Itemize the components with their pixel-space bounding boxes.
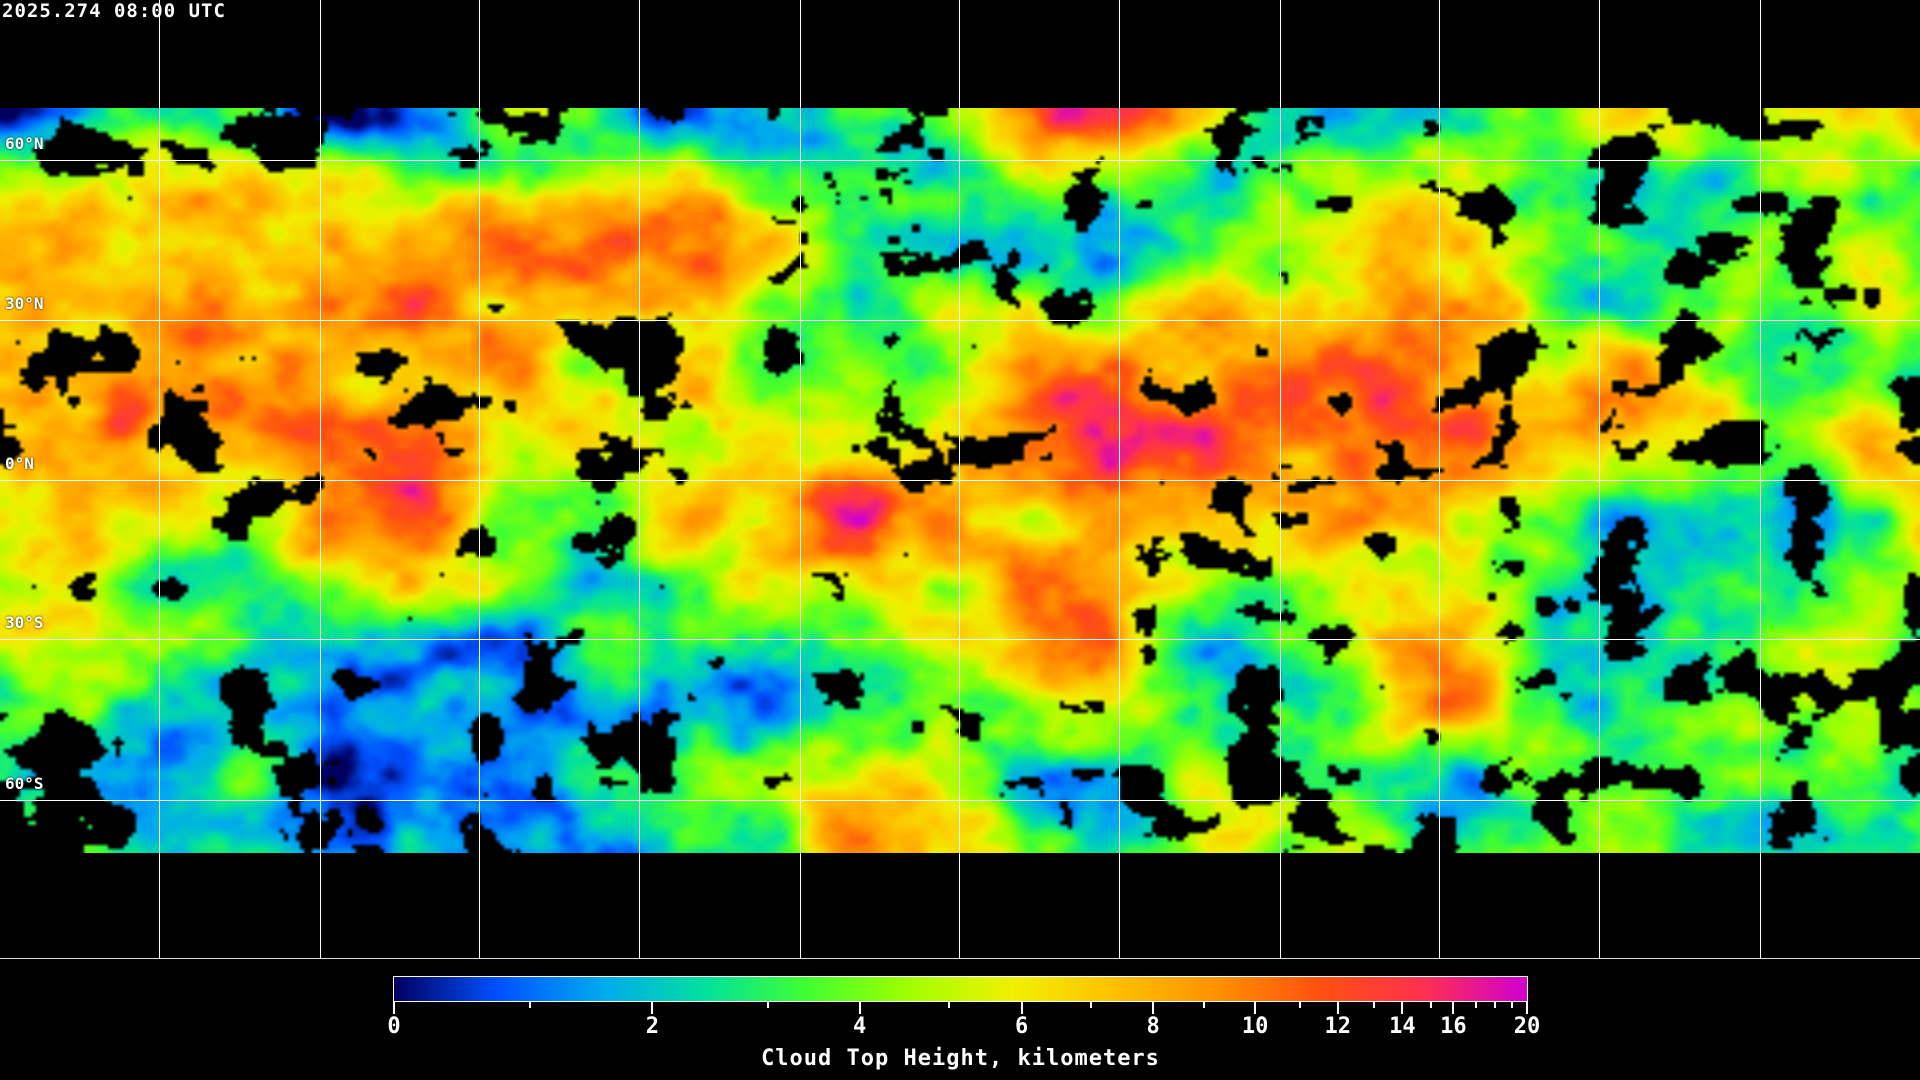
colorbar-minor-tick <box>948 1002 951 1008</box>
meridian-line <box>800 0 801 958</box>
parallel-line <box>0 800 1920 801</box>
meridian-line <box>959 0 960 958</box>
colorbar-major-tick <box>1020 1002 1023 1014</box>
meridian-line <box>639 0 640 958</box>
parallel-line <box>0 160 1920 161</box>
colorbar-tick-label: 8 <box>1146 1014 1160 1039</box>
colorbar-tick-label: 2 <box>645 1014 659 1039</box>
lat-label-0n: 0°N <box>5 454 34 473</box>
colorbar-tick-label: 0 <box>387 1014 401 1039</box>
colorbar-title: Cloud Top Height, kilometers <box>761 1046 1160 1071</box>
colorbar-minor-tick <box>1373 1002 1376 1008</box>
colorbar-major-tick <box>1152 1002 1155 1014</box>
parallel-line <box>0 320 1920 321</box>
colorbar-minor-tick <box>1511 1002 1514 1008</box>
colorbar-minor-tick <box>1299 1002 1302 1008</box>
colorbar-minor-tick <box>766 1002 769 1008</box>
meridian-line <box>1280 0 1281 958</box>
colorbar-tick-label: 12 <box>1324 1014 1352 1039</box>
colorbar-tick-label: 14 <box>1389 1014 1416 1039</box>
colorbar-minor-tick <box>528 1002 531 1008</box>
colorbar-minor-tick <box>1475 1002 1477 1008</box>
colorbar-major-tick <box>1254 1002 1257 1014</box>
meridian-line <box>1760 0 1761 958</box>
colorbar-major-tick <box>393 1002 395 1014</box>
lat-label-60n: 60°N <box>5 134 44 153</box>
colorbar-tick-label: 6 <box>1015 1014 1029 1039</box>
meridian-line <box>159 0 160 958</box>
lat-label-60s: 60°S <box>5 774 44 793</box>
meridian-line <box>1599 0 1600 958</box>
colorbar-minor-tick <box>1494 1002 1497 1008</box>
colorbar-major-tick <box>1401 1002 1404 1014</box>
colorbar-minor-tick <box>1089 1002 1092 1008</box>
colorbar-major-tick <box>1526 1002 1528 1014</box>
colorbar-tick-label: 16 <box>1440 1014 1467 1039</box>
lat-label-30n: 30°N <box>5 294 44 313</box>
colorbar-minor-tick <box>1203 1002 1206 1008</box>
colorbar-tick-label: 4 <box>853 1014 867 1039</box>
colorbar-major-tick <box>651 1002 654 1014</box>
parallel-line <box>0 480 1920 481</box>
parallel-line <box>0 639 1920 640</box>
cloud-top-height-map: 60°N 30°N 0°N 30°S 60°S 2025.274 08:00 U… <box>0 0 1920 959</box>
timestamp: 2025.274 08:00 UTC <box>2 0 226 22</box>
colorbar-major-tick <box>1336 1002 1339 1014</box>
colorbar-tick-label: 20 <box>1513 1014 1541 1039</box>
meridian-line <box>1439 0 1440 958</box>
meridian-line <box>320 0 321 958</box>
meridian-line <box>1119 0 1120 958</box>
colorbar-minor-tick <box>1429 1002 1432 1008</box>
lat-label-30s: 30°S <box>5 613 44 632</box>
colorbar-tick-label: 10 <box>1241 1014 1269 1039</box>
colorbar <box>393 976 1528 1002</box>
meridian-line <box>479 0 480 958</box>
colorbar-major-tick <box>1452 1002 1455 1014</box>
colorbar-major-tick <box>858 1002 861 1014</box>
